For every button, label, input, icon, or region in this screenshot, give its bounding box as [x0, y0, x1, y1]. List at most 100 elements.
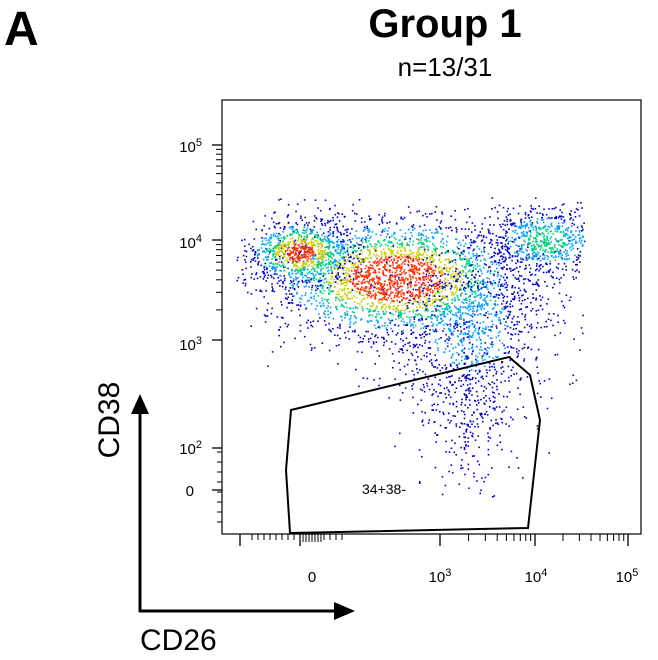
- event-dot: [442, 246, 444, 248]
- event-dot: [517, 278, 520, 280]
- event-dot: [428, 341, 431, 343]
- event-dot: [296, 265, 298, 267]
- event-dot: [532, 226, 534, 229]
- event-dot: [477, 314, 479, 316]
- event-dot: [444, 284, 446, 286]
- event-dot: [314, 273, 317, 276]
- event-dot: [534, 237, 536, 239]
- event-dot: [577, 234, 580, 236]
- event-dot: [541, 240, 544, 243]
- event-dot: [475, 327, 477, 330]
- event-dot: [287, 203, 290, 206]
- event-dot: [542, 214, 544, 216]
- event-dot: [265, 289, 267, 292]
- event-dot: [423, 303, 426, 306]
- event-dot: [280, 270, 282, 272]
- event-dot: [427, 299, 429, 302]
- event-dot: [488, 347, 490, 349]
- event-dot: [452, 250, 455, 252]
- event-dot: [430, 268, 433, 270]
- event-dot: [547, 239, 550, 242]
- event-dot: [505, 239, 507, 242]
- event-dot: [419, 369, 421, 371]
- event-dot: [474, 305, 476, 307]
- event-dot: [555, 250, 558, 253]
- event-dot: [284, 266, 286, 268]
- event-dot: [405, 253, 408, 256]
- event-dot: [441, 213, 444, 215]
- event-dot: [308, 271, 310, 274]
- event-dot: [459, 340, 462, 342]
- event-dot: [366, 296, 368, 299]
- event-dot: [473, 326, 476, 328]
- event-dot: [465, 357, 467, 359]
- event-dot: [470, 278, 473, 281]
- event-dot: [300, 235, 302, 237]
- event-dot: [273, 256, 276, 259]
- event-dot: [378, 355, 380, 357]
- event-dot: [297, 253, 300, 256]
- event-dot: [388, 249, 390, 251]
- event-dot: [536, 241, 538, 243]
- event-dot: [384, 295, 386, 298]
- event-dot: [268, 239, 270, 242]
- event-dot: [402, 332, 404, 334]
- event-dot: [505, 306, 507, 309]
- event-dot: [289, 252, 292, 255]
- event-dot: [305, 263, 308, 265]
- event-dot: [471, 293, 473, 295]
- event-dot: [368, 215, 370, 217]
- event-dot: [324, 273, 327, 275]
- event-dot: [397, 259, 399, 262]
- event-dot: [363, 229, 365, 231]
- event-dot: [419, 334, 421, 336]
- event-dot: [400, 277, 403, 279]
- event-dot: [302, 255, 304, 258]
- event-dot: [303, 248, 305, 250]
- event-dot: [378, 276, 380, 279]
- event-dot: [576, 256, 578, 258]
- event-dot: [554, 230, 557, 233]
- event-dot: [532, 243, 535, 246]
- event-dot: [386, 259, 388, 261]
- event-dot: [474, 281, 476, 283]
- event-dot: [520, 226, 522, 229]
- event-dot: [512, 223, 515, 225]
- event-dot: [507, 310, 510, 313]
- event-dot: [283, 253, 286, 255]
- event-dot: [417, 234, 420, 236]
- event-dot: [542, 226, 545, 228]
- event-dot: [483, 281, 485, 284]
- event-dot: [477, 329, 480, 332]
- event-dot: [513, 291, 515, 293]
- event-dot: [434, 359, 437, 362]
- event-dot: [556, 229, 559, 231]
- event-dot: [499, 255, 502, 258]
- event-dot: [366, 277, 368, 280]
- event-dot: [555, 266, 558, 269]
- event-dot: [435, 285, 438, 287]
- event-dot: [287, 214, 290, 216]
- event-dot: [389, 295, 391, 297]
- event-dot: [420, 241, 423, 244]
- event-dot: [461, 259, 464, 261]
- event-dot: [420, 239, 422, 241]
- event-dot: [384, 268, 387, 271]
- event-dot: [427, 287, 429, 289]
- event-dot: [267, 302, 269, 305]
- event-dot: [510, 224, 513, 227]
- event-dot: [568, 236, 571, 238]
- event-dot: [557, 321, 559, 323]
- event-dot: [383, 215, 386, 217]
- event-dot: [471, 261, 474, 263]
- event-dot: [431, 231, 433, 234]
- event-dot: [369, 284, 372, 287]
- event-dot: [465, 395, 468, 398]
- event-dot: [330, 260, 332, 263]
- event-dot: [377, 291, 379, 293]
- event-dot: [511, 321, 513, 323]
- event-dot: [531, 216, 533, 218]
- event-dot: [541, 257, 544, 260]
- event-dot: [272, 266, 274, 268]
- event-dot: [320, 253, 323, 256]
